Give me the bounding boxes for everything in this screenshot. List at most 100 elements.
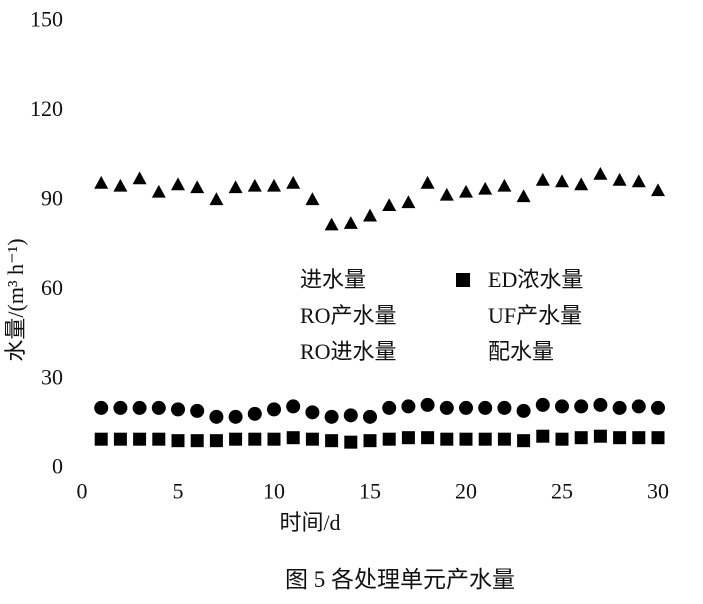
square-marker <box>497 432 511 446</box>
triangle-marker <box>113 178 128 192</box>
circle-marker <box>593 397 608 412</box>
triangle-marker <box>478 181 493 195</box>
square-marker <box>190 434 204 448</box>
triangle-marker <box>459 184 473 198</box>
circle-marker <box>631 399 646 414</box>
circle-marker <box>420 397 435 412</box>
square-marker <box>517 434 531 448</box>
triangle-marker <box>247 178 262 192</box>
x-tick-label: 30 <box>647 479 669 504</box>
square-marker <box>536 429 550 443</box>
square-marker <box>382 432 396 446</box>
square-marker <box>478 432 492 446</box>
circle-marker <box>478 400 493 415</box>
triangle-marker <box>593 166 608 180</box>
circle-marker <box>439 400 454 415</box>
triangle-marker <box>516 189 531 203</box>
square-marker <box>209 434 223 448</box>
circle-marker <box>113 400 128 415</box>
y-tick-label: 0 <box>52 454 63 479</box>
square-marker <box>401 431 415 445</box>
circle-marker <box>497 400 512 415</box>
square-marker <box>94 432 108 446</box>
legend-marker-square-icon <box>456 273 470 287</box>
circle-marker <box>459 400 473 415</box>
triangle-marker <box>420 175 435 189</box>
circle-marker <box>651 400 665 415</box>
triangle-marker <box>574 177 589 191</box>
y-tick-label: 60 <box>41 275 63 300</box>
triangle-marker <box>190 180 205 194</box>
legend-row: UF产水量 <box>456 298 583 334</box>
triangle-marker <box>324 217 339 231</box>
square-marker <box>325 434 339 448</box>
circle-marker <box>324 409 339 424</box>
circle-marker <box>132 400 147 415</box>
legend-label: ED浓水量 <box>488 267 584 292</box>
triangle-marker <box>94 175 109 189</box>
circle-marker <box>535 397 550 412</box>
square-marker <box>440 432 454 446</box>
triangle-marker <box>439 187 454 201</box>
x-tick-label: 25 <box>551 479 573 504</box>
circle-marker <box>151 400 166 415</box>
y-tick-label: 150 <box>30 7 63 32</box>
x-tick-label: 20 <box>455 479 477 504</box>
triangle-marker <box>132 171 147 185</box>
y-tick-label: 30 <box>41 364 63 389</box>
circle-marker <box>171 402 185 417</box>
square-marker <box>613 431 627 445</box>
x-tick-label: 15 <box>359 479 381 504</box>
circle-marker <box>305 405 320 420</box>
square-marker <box>421 431 435 445</box>
triangle-marker <box>631 174 646 188</box>
x-axis-title: 时间/d <box>279 510 341 535</box>
triangle-marker <box>267 178 281 192</box>
square-marker <box>632 431 646 445</box>
triangle-marker <box>612 172 627 186</box>
legend-label: RO产水量 <box>300 303 397 328</box>
circle-marker <box>555 399 569 414</box>
triangle-marker <box>382 198 397 212</box>
square-marker <box>248 432 262 446</box>
legend-column: 进水量 RO产水量 RO进水量 <box>268 262 397 370</box>
square-marker <box>344 435 358 449</box>
triangle-marker <box>151 184 166 198</box>
square-marker <box>651 431 665 445</box>
triangle-marker <box>401 195 416 209</box>
square-marker <box>267 432 281 446</box>
square-marker <box>363 434 377 448</box>
triangle-marker <box>555 174 569 188</box>
triangle-marker <box>497 178 512 192</box>
square-marker <box>152 432 166 446</box>
legend-label: UF产水量 <box>488 303 583 328</box>
square-marker <box>459 432 473 446</box>
legend-label: RO进水量 <box>300 339 397 364</box>
x-tick-label: 10 <box>263 479 285 504</box>
y-axis-title: 水量/(m³ h⁻¹) <box>3 238 28 362</box>
triangle-marker <box>305 192 320 206</box>
triangle-marker <box>286 175 301 189</box>
circle-marker <box>228 409 243 424</box>
legend-label: 进水量 <box>300 267 367 292</box>
y-tick-label: 120 <box>30 96 63 121</box>
legend-row: RO产水量 <box>268 298 397 334</box>
circle-marker <box>363 409 377 424</box>
legend-label: 配水量 <box>488 339 555 364</box>
square-marker <box>113 432 127 446</box>
triangle-marker <box>363 208 377 222</box>
triangle-marker <box>651 183 665 197</box>
square-marker <box>133 432 147 446</box>
circle-marker <box>343 408 358 423</box>
circle-marker <box>267 402 281 417</box>
circle-marker <box>286 399 301 414</box>
triangle-marker <box>171 177 185 191</box>
circle-marker <box>209 409 224 424</box>
x-tick-label: 5 <box>173 479 184 504</box>
square-marker <box>229 432 243 446</box>
square-marker <box>574 431 588 445</box>
figure-caption: 图 5 各处理单元产水量 <box>285 567 515 592</box>
triangle-marker <box>209 192 224 206</box>
legend-row: RO进水量 <box>268 334 397 370</box>
